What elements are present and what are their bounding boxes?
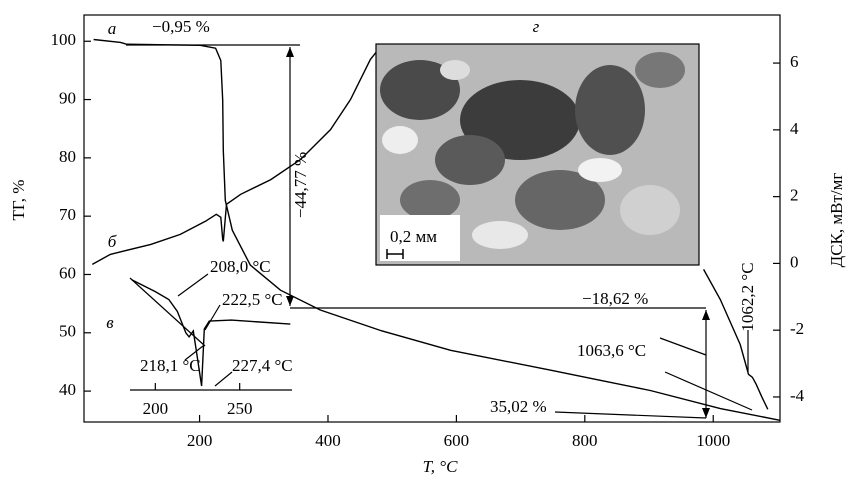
y2-tick-label: 6: [790, 52, 799, 71]
inset-x-tick-label: 250: [227, 399, 253, 418]
chart: T, °C ТГ, % ДСК, мВт/мг 2004006008001000…: [0, 0, 856, 484]
x-tick-label: 400: [315, 431, 341, 450]
annotation: 1062,2 °C: [738, 262, 757, 331]
y-tick-label: 100: [51, 30, 77, 49]
x-tick-label: 200: [187, 431, 213, 450]
annotation: б: [108, 232, 117, 251]
annotation: 218,1 °C: [140, 356, 201, 375]
y2-tick-label: -2: [790, 319, 804, 338]
annotation: а: [108, 19, 117, 38]
y-tick-label: 90: [59, 88, 76, 107]
annotation: в: [106, 313, 114, 332]
annotation: г: [533, 17, 540, 36]
y-axis-label: ТГ, %: [9, 180, 28, 221]
y2-tick-label: 2: [790, 186, 799, 205]
annotation: 222,5 °C: [222, 290, 283, 309]
annotation: 208,0 °C: [210, 257, 271, 276]
x-tick-label: 600: [444, 431, 470, 450]
annotation: 227,4 °C: [232, 356, 293, 375]
y-tick-label: 40: [59, 380, 76, 399]
y2-tick-label: 4: [790, 119, 799, 138]
x-tick-label: 800: [572, 431, 598, 450]
annotation: −18,62 %: [582, 289, 648, 308]
y-tick-label: 80: [59, 147, 76, 166]
y-tick-label: 60: [59, 263, 76, 282]
x-tick-label: 1000: [696, 431, 730, 450]
y2-tick-label: 0: [790, 252, 799, 271]
x-axis-label: T, °C: [423, 457, 458, 476]
inset-x-tick-label: 200: [143, 399, 169, 418]
annotation: 0,2 мм: [390, 227, 437, 246]
annotation: 35,02 %: [490, 397, 547, 416]
y-tick-label: 50: [59, 322, 76, 341]
annotation: −0,95 %: [152, 17, 210, 36]
annotation: −44,77 %: [291, 152, 310, 218]
y2-tick-label: -4: [790, 386, 805, 405]
y2-axis-label: ДСК, мВт/мг: [827, 173, 846, 268]
y-tick-label: 70: [59, 205, 76, 224]
annotation: 1063,6 °C: [577, 341, 646, 360]
